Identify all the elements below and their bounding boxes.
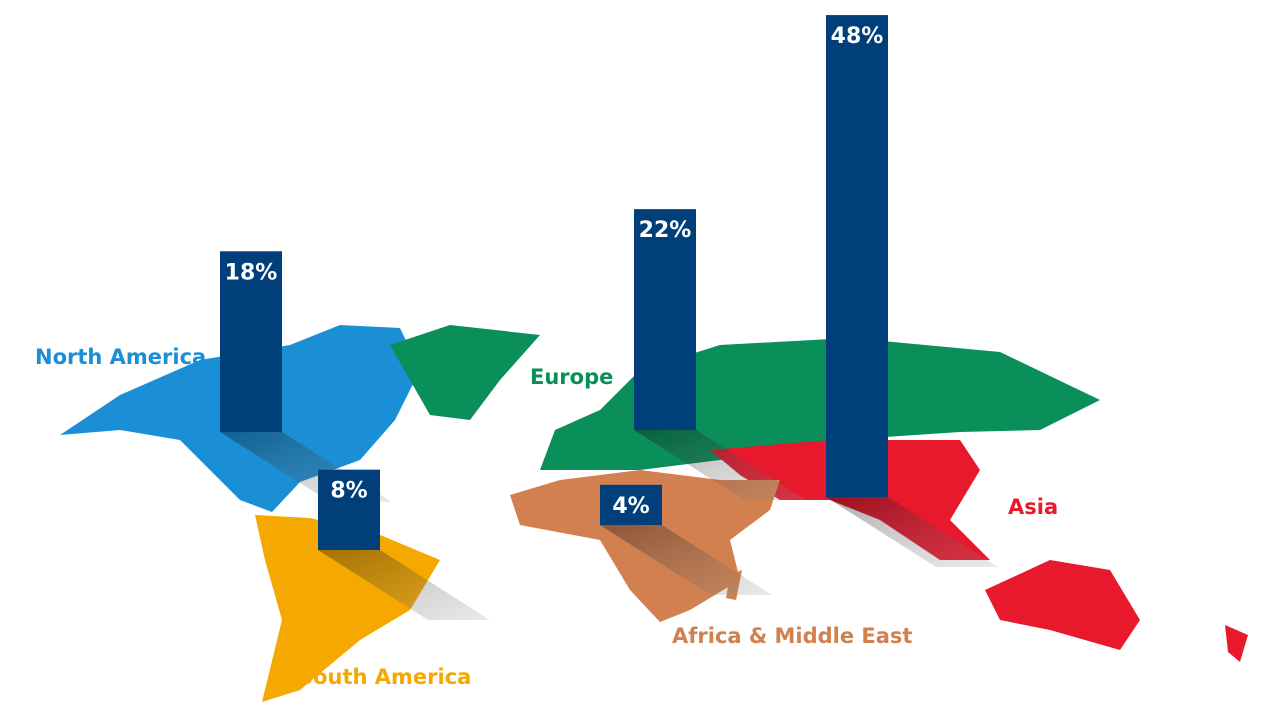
region-label: North America (35, 345, 206, 369)
bar (318, 469, 380, 550)
region-label: Africa & Middle East (672, 624, 912, 648)
greenland (390, 325, 540, 420)
value-label: 8% (330, 479, 367, 504)
value-label: 4% (612, 494, 649, 519)
australia (985, 560, 1140, 650)
bar (220, 251, 282, 432)
bar-shadow (634, 430, 806, 500)
region-label: South America (298, 665, 471, 689)
value-label: 18% (225, 260, 278, 285)
bar-shadow (600, 525, 772, 595)
value-label: 48% (831, 24, 884, 49)
bar-shadow (318, 550, 490, 620)
bar (634, 209, 696, 430)
value-label: 22% (639, 218, 692, 243)
region-label: Europe (530, 365, 613, 389)
new-zealand (1225, 625, 1248, 662)
bar-shadow (826, 497, 998, 567)
region-label: Asia (1008, 495, 1058, 519)
bar (826, 15, 888, 498)
bar (600, 484, 662, 525)
